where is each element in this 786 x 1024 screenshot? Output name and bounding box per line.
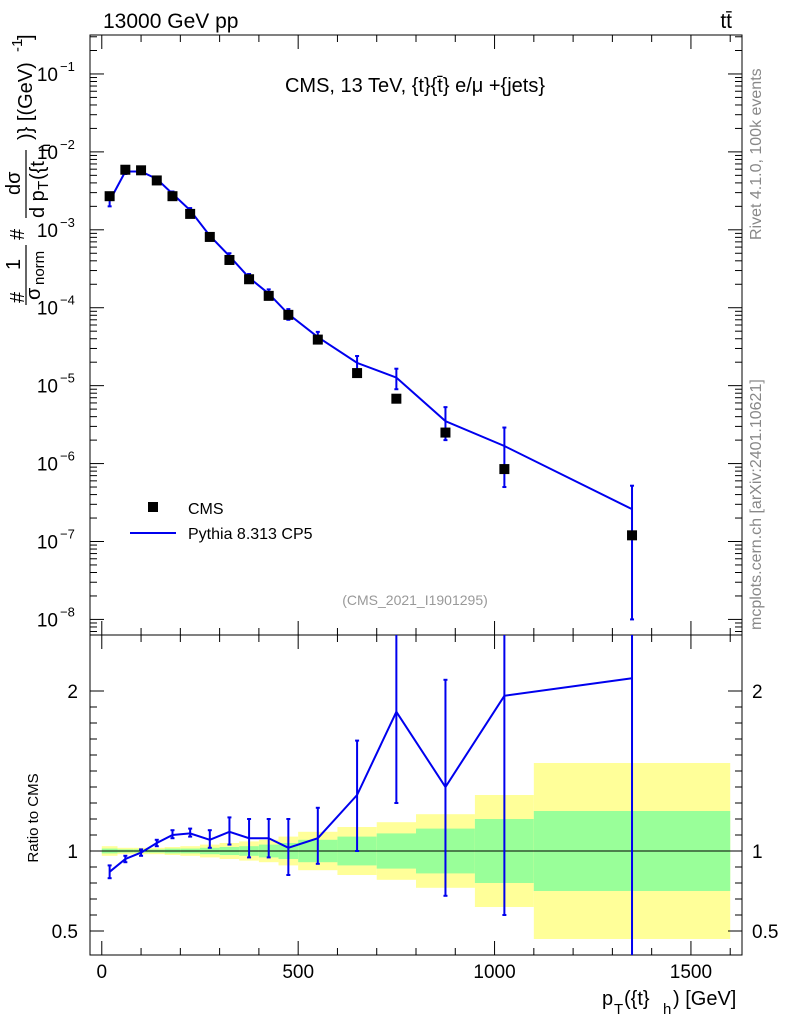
cms-data-point [167,191,178,202]
cms-data-point [391,393,402,404]
cms-data-point [263,290,274,301]
y-tick-exponent: −6 [60,449,75,464]
y-axis-T-sub: T [35,181,52,190]
y-axis-units: )} [(GeV) [15,62,37,140]
side-label-rivet: Rivet 4.1.0, 100k events [748,68,765,240]
ratio-y-tick-label: 2 [67,682,78,703]
x-tick-label: 1000 [473,962,515,983]
ratio-y-tick-label-right: 1 [752,842,763,863]
cms-data-point [627,530,638,541]
cms-data-point [352,368,363,379]
y-axis-units-close: ] [15,34,37,40]
y-tick-label: 10 [37,532,58,553]
ratio-panel: 0 500 1000 1500 0.5 0.5 1 1 2 2 Ratio to CMS [25,634,778,983]
analysis-id: (CMS_2021_I1901295) [342,592,488,608]
y-tick-exponent: −4 [60,293,75,308]
chart-title: CMS, 13 TeV, {t}{t̄} e/μ +{jets} [285,75,545,97]
x-axis-open: ({t} [624,988,650,1010]
y-axis-dpt: d p [27,190,49,218]
cms-data-point [185,208,196,219]
legend-marker-cms [148,502,158,512]
cms-data-point [120,164,131,175]
x-axis-h-sub: h [663,1001,671,1018]
y-tick-label: 10 [37,299,58,320]
y-tick-label: 10 [37,610,58,631]
y-axis-title: # 1 σ norm # dσ d p T ({t h )} [(GeV) -1… [3,34,54,305]
x-axis-p: p [602,988,613,1010]
main-panel: 10−110−210−310−410−510−610−710−8 CMS, 13… [37,34,743,636]
y-axis-one: 1 [3,259,25,270]
legend-label-cms: CMS [188,501,224,518]
y-tick-label: 10 [37,377,58,398]
legend: CMS Pythia 8.313 CP5 [130,501,313,543]
cms-data-point [499,464,510,475]
y-axis-tfrag: ({t [27,161,49,180]
y-tick-label: 10 [37,143,58,164]
cms-data-point [151,175,162,186]
x-axis-T-sub: T [614,1001,623,1018]
cms-data-point [136,165,147,176]
header-beam-label: 13000 GeV pp [103,10,238,33]
y-axis-sigma-norm: σ [23,287,45,300]
cms-data-point [104,191,115,202]
cms-data-point [224,254,235,265]
cms-data-point [312,334,323,345]
y-axis-dsigma: dσ [3,171,25,195]
y-axis-h-sub: h [37,144,54,152]
x-tick-label: 0 [96,962,107,983]
legend-label-pythia: Pythia 8.313 CP5 [188,526,313,543]
x-tick-label: 1500 [670,962,712,983]
y-axis-hash-2: # [7,228,29,240]
cms-data-point [440,427,451,438]
x-tick-label: 500 [282,962,314,983]
main-panel-frame [89,34,743,636]
y-tick-exponent: −3 [60,215,75,230]
ratio-y-tick-label: 1 [67,842,78,863]
pythia-line [108,170,633,511]
ratio-y-tick-label: 0.5 [52,922,78,943]
side-label-mcplots: mcplots.cern.ch [arXiv:2401.10621] [748,379,765,630]
ratio-y-tick-label-right: 2 [752,682,763,703]
y-tick-label: 10 [37,455,58,476]
y-tick-exponent: −2 [60,137,75,152]
y-axis-norm-sub: norm [31,251,48,285]
cms-data-point [244,274,255,285]
x-axis-title: p T ({t} h ) [GeV] [602,988,736,1018]
y-tick-label: 10 [37,221,58,242]
cms-data-point [283,309,294,320]
header-process-label: tt̄ [720,10,732,33]
x-axis-close: ) [GeV] [673,988,736,1010]
y-axis-hash-1: # [7,291,29,303]
cms-data-point [204,231,215,242]
y-tick-exponent: −8 [60,604,75,619]
y-tick-label: 10 [37,65,58,86]
ratio-axis-title: Ratio to CMS [25,773,42,862]
ratio-y-tick-label-right: 0.5 [752,922,778,943]
y-tick-exponent: −5 [60,371,75,386]
y-tick-exponent: −7 [60,526,75,541]
y-tick-exponent: −1 [60,59,75,74]
y-axis-units-exp: -1 [9,39,26,52]
